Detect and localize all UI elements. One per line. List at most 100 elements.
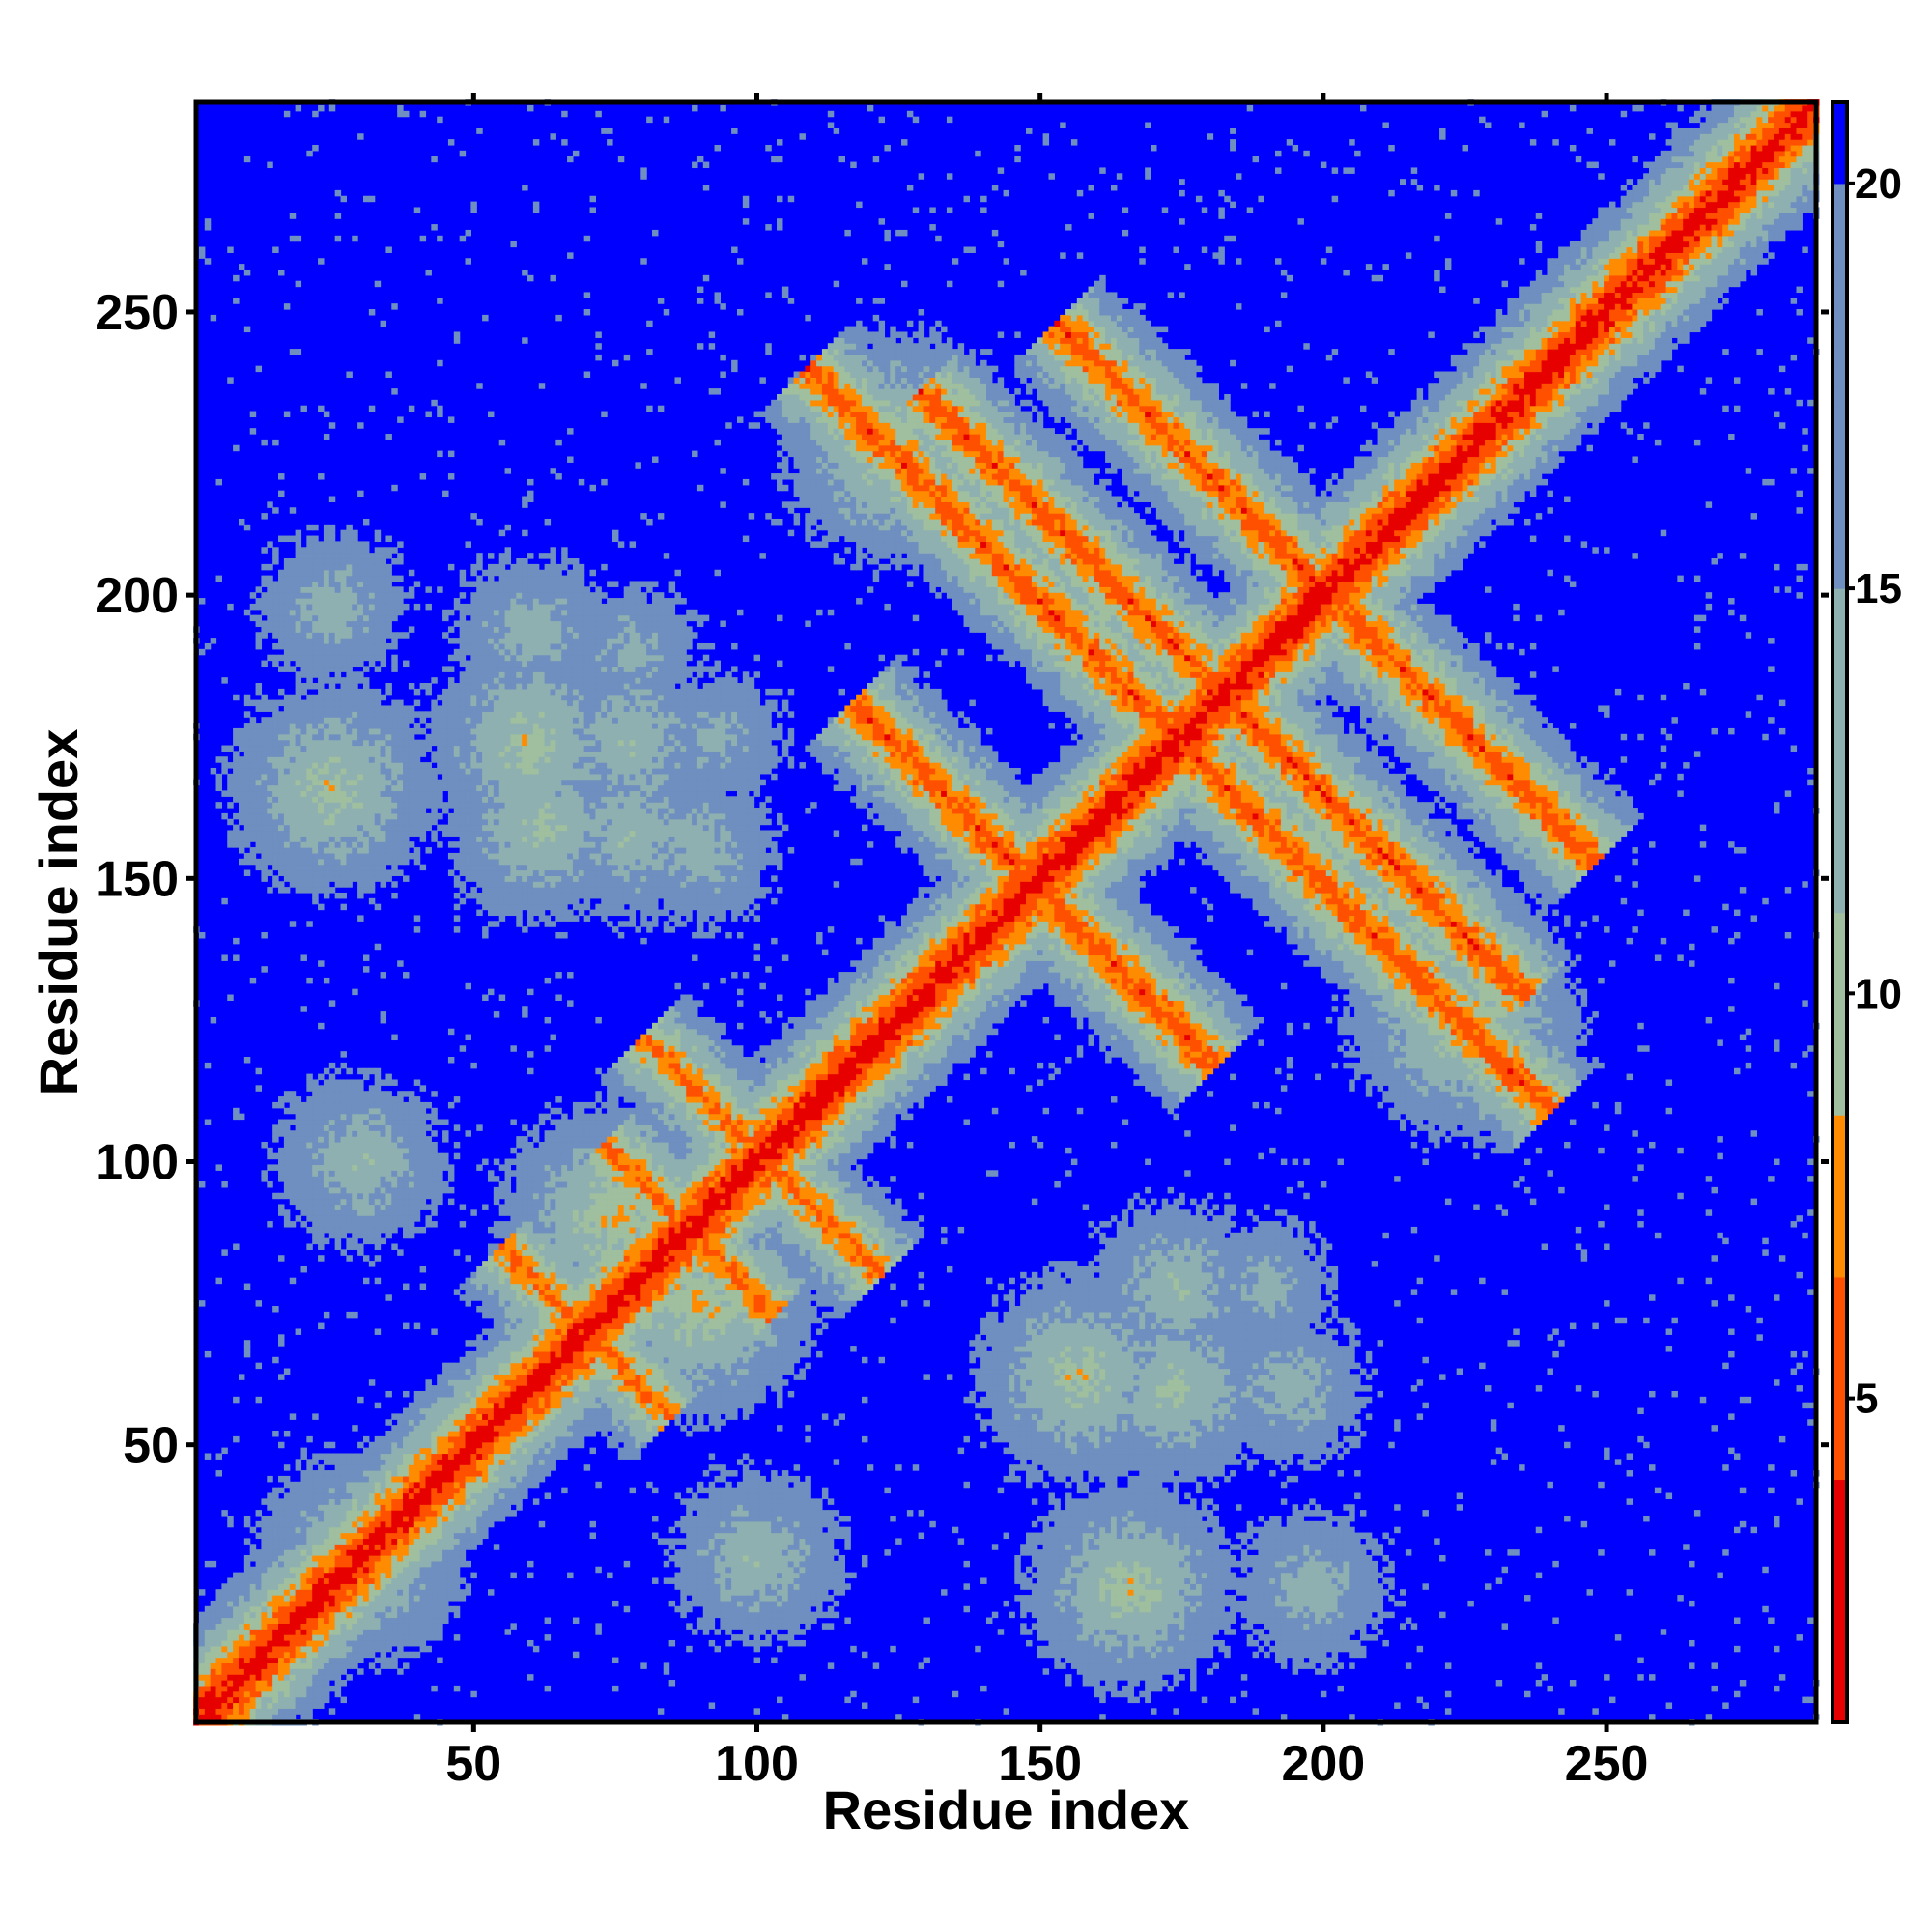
heatmap-cell — [256, 825, 262, 831]
heatmap-cell — [272, 1708, 278, 1714]
heatmap-cell — [454, 1634, 460, 1640]
heatmap-cell — [397, 762, 403, 768]
heatmap-cell — [470, 785, 476, 791]
heatmap-cell — [346, 1533, 352, 1539]
heatmap-cell — [329, 1544, 335, 1549]
heatmap-cell — [290, 1510, 296, 1516]
heatmap-cell — [352, 1662, 357, 1668]
heatmap-cell — [448, 1567, 454, 1573]
heatmap-cell — [324, 570, 329, 576]
heatmap-cell — [278, 746, 284, 752]
heatmap-cell — [391, 1652, 397, 1658]
heatmap-cell — [375, 1533, 381, 1539]
heatmap-cell — [363, 1130, 369, 1136]
heatmap-cell — [363, 570, 369, 576]
heatmap-cell — [296, 875, 301, 881]
heatmap-cell — [448, 1102, 454, 1108]
heatmap-cell — [466, 705, 471, 711]
heatmap-cell — [460, 626, 466, 632]
heatmap-cell — [460, 576, 466, 582]
heatmap-cell — [329, 1221, 335, 1227]
heatmap-cell — [296, 1516, 301, 1521]
heatmap-cell — [300, 865, 306, 870]
heatmap-cell — [296, 1612, 301, 1618]
heatmap-cell — [375, 1544, 381, 1549]
heatmap-cell — [329, 813, 335, 819]
heatmap-cell — [312, 785, 318, 791]
heatmap-cell — [261, 695, 267, 700]
heatmap-cell — [296, 1601, 301, 1606]
heatmap-cell — [312, 1544, 318, 1549]
heatmap-cell — [391, 1464, 397, 1470]
heatmap-cell — [431, 1595, 437, 1601]
heatmap-cell — [221, 790, 227, 796]
heatmap-cell — [391, 813, 397, 819]
heatmap-cell — [329, 1142, 335, 1148]
heatmap-cell — [437, 751, 442, 756]
heatmap-cell — [357, 1488, 363, 1493]
heatmap-cell — [357, 1504, 363, 1510]
heatmap-cell — [454, 695, 460, 700]
heatmap-cell — [381, 1193, 386, 1199]
heatmap-cell — [466, 853, 471, 859]
heatmap-cell — [290, 802, 296, 808]
heatmap-cell — [448, 1521, 454, 1527]
heatmap-cell — [470, 626, 476, 632]
heatmap-cell — [363, 1436, 369, 1442]
heatmap-cell — [341, 734, 347, 740]
heatmap-cell — [335, 1686, 341, 1691]
heatmap-cell — [460, 1561, 466, 1567]
heatmap-cell — [391, 1244, 397, 1250]
heatmap-cell — [431, 1391, 437, 1397]
heatmap-cell — [375, 847, 381, 853]
heatmap-cell — [341, 836, 347, 841]
heatmap-cell — [420, 1085, 426, 1091]
heatmap-cell — [414, 1448, 420, 1454]
heatmap-cell — [346, 746, 352, 752]
heatmap-cell — [250, 1601, 256, 1606]
heatmap-cell — [278, 491, 284, 497]
heatmap-cell — [300, 1164, 306, 1170]
heatmap-cell — [437, 1589, 442, 1595]
heatmap-cell — [261, 785, 267, 791]
heatmap-cell — [403, 1114, 409, 1120]
heatmap-cell — [199, 932, 205, 938]
heatmap-cell — [385, 1164, 391, 1170]
heatmap-cell — [470, 1289, 476, 1294]
heatmap-cell — [296, 1680, 301, 1686]
heatmap-cell — [352, 1108, 357, 1114]
heatmap-cell — [335, 1618, 341, 1624]
heatmap-cell — [278, 270, 284, 275]
heatmap-cell — [341, 1601, 347, 1606]
heatmap-cell — [244, 830, 250, 836]
heatmap-cell — [346, 1255, 352, 1261]
heatmap-cell — [278, 632, 284, 638]
heatmap-cell — [385, 1464, 391, 1470]
heatmap-cell — [346, 1238, 352, 1244]
heatmap-cell — [244, 1714, 250, 1719]
heatmap-cell — [425, 1498, 431, 1504]
heatmap-cell — [409, 728, 414, 734]
heatmap-cell — [381, 1544, 386, 1549]
heatmap-cell — [470, 671, 476, 677]
heatmap-cell — [375, 558, 381, 564]
heatmap-cell — [284, 746, 290, 752]
heatmap-cell — [381, 1181, 386, 1187]
heatmap-cell — [250, 1595, 256, 1601]
heatmap-cell — [341, 711, 347, 717]
heatmap-cell — [460, 700, 466, 706]
heatmap-cell — [385, 1527, 391, 1533]
heatmap-cell — [460, 1470, 466, 1476]
heatmap-cell — [442, 1516, 448, 1521]
heatmap-cell — [346, 1634, 352, 1640]
heatmap-cell — [346, 711, 352, 717]
heatmap-cell — [324, 978, 329, 983]
heatmap-cell — [216, 1686, 222, 1691]
heatmap-cell — [391, 1498, 397, 1504]
heatmap-cell — [442, 1544, 448, 1549]
heatmap-cell — [267, 1708, 272, 1714]
heatmap-cell — [425, 1403, 431, 1408]
heatmap-cell — [290, 859, 296, 865]
heatmap-cell — [312, 1573, 318, 1578]
heatmap-cell — [448, 1583, 454, 1589]
